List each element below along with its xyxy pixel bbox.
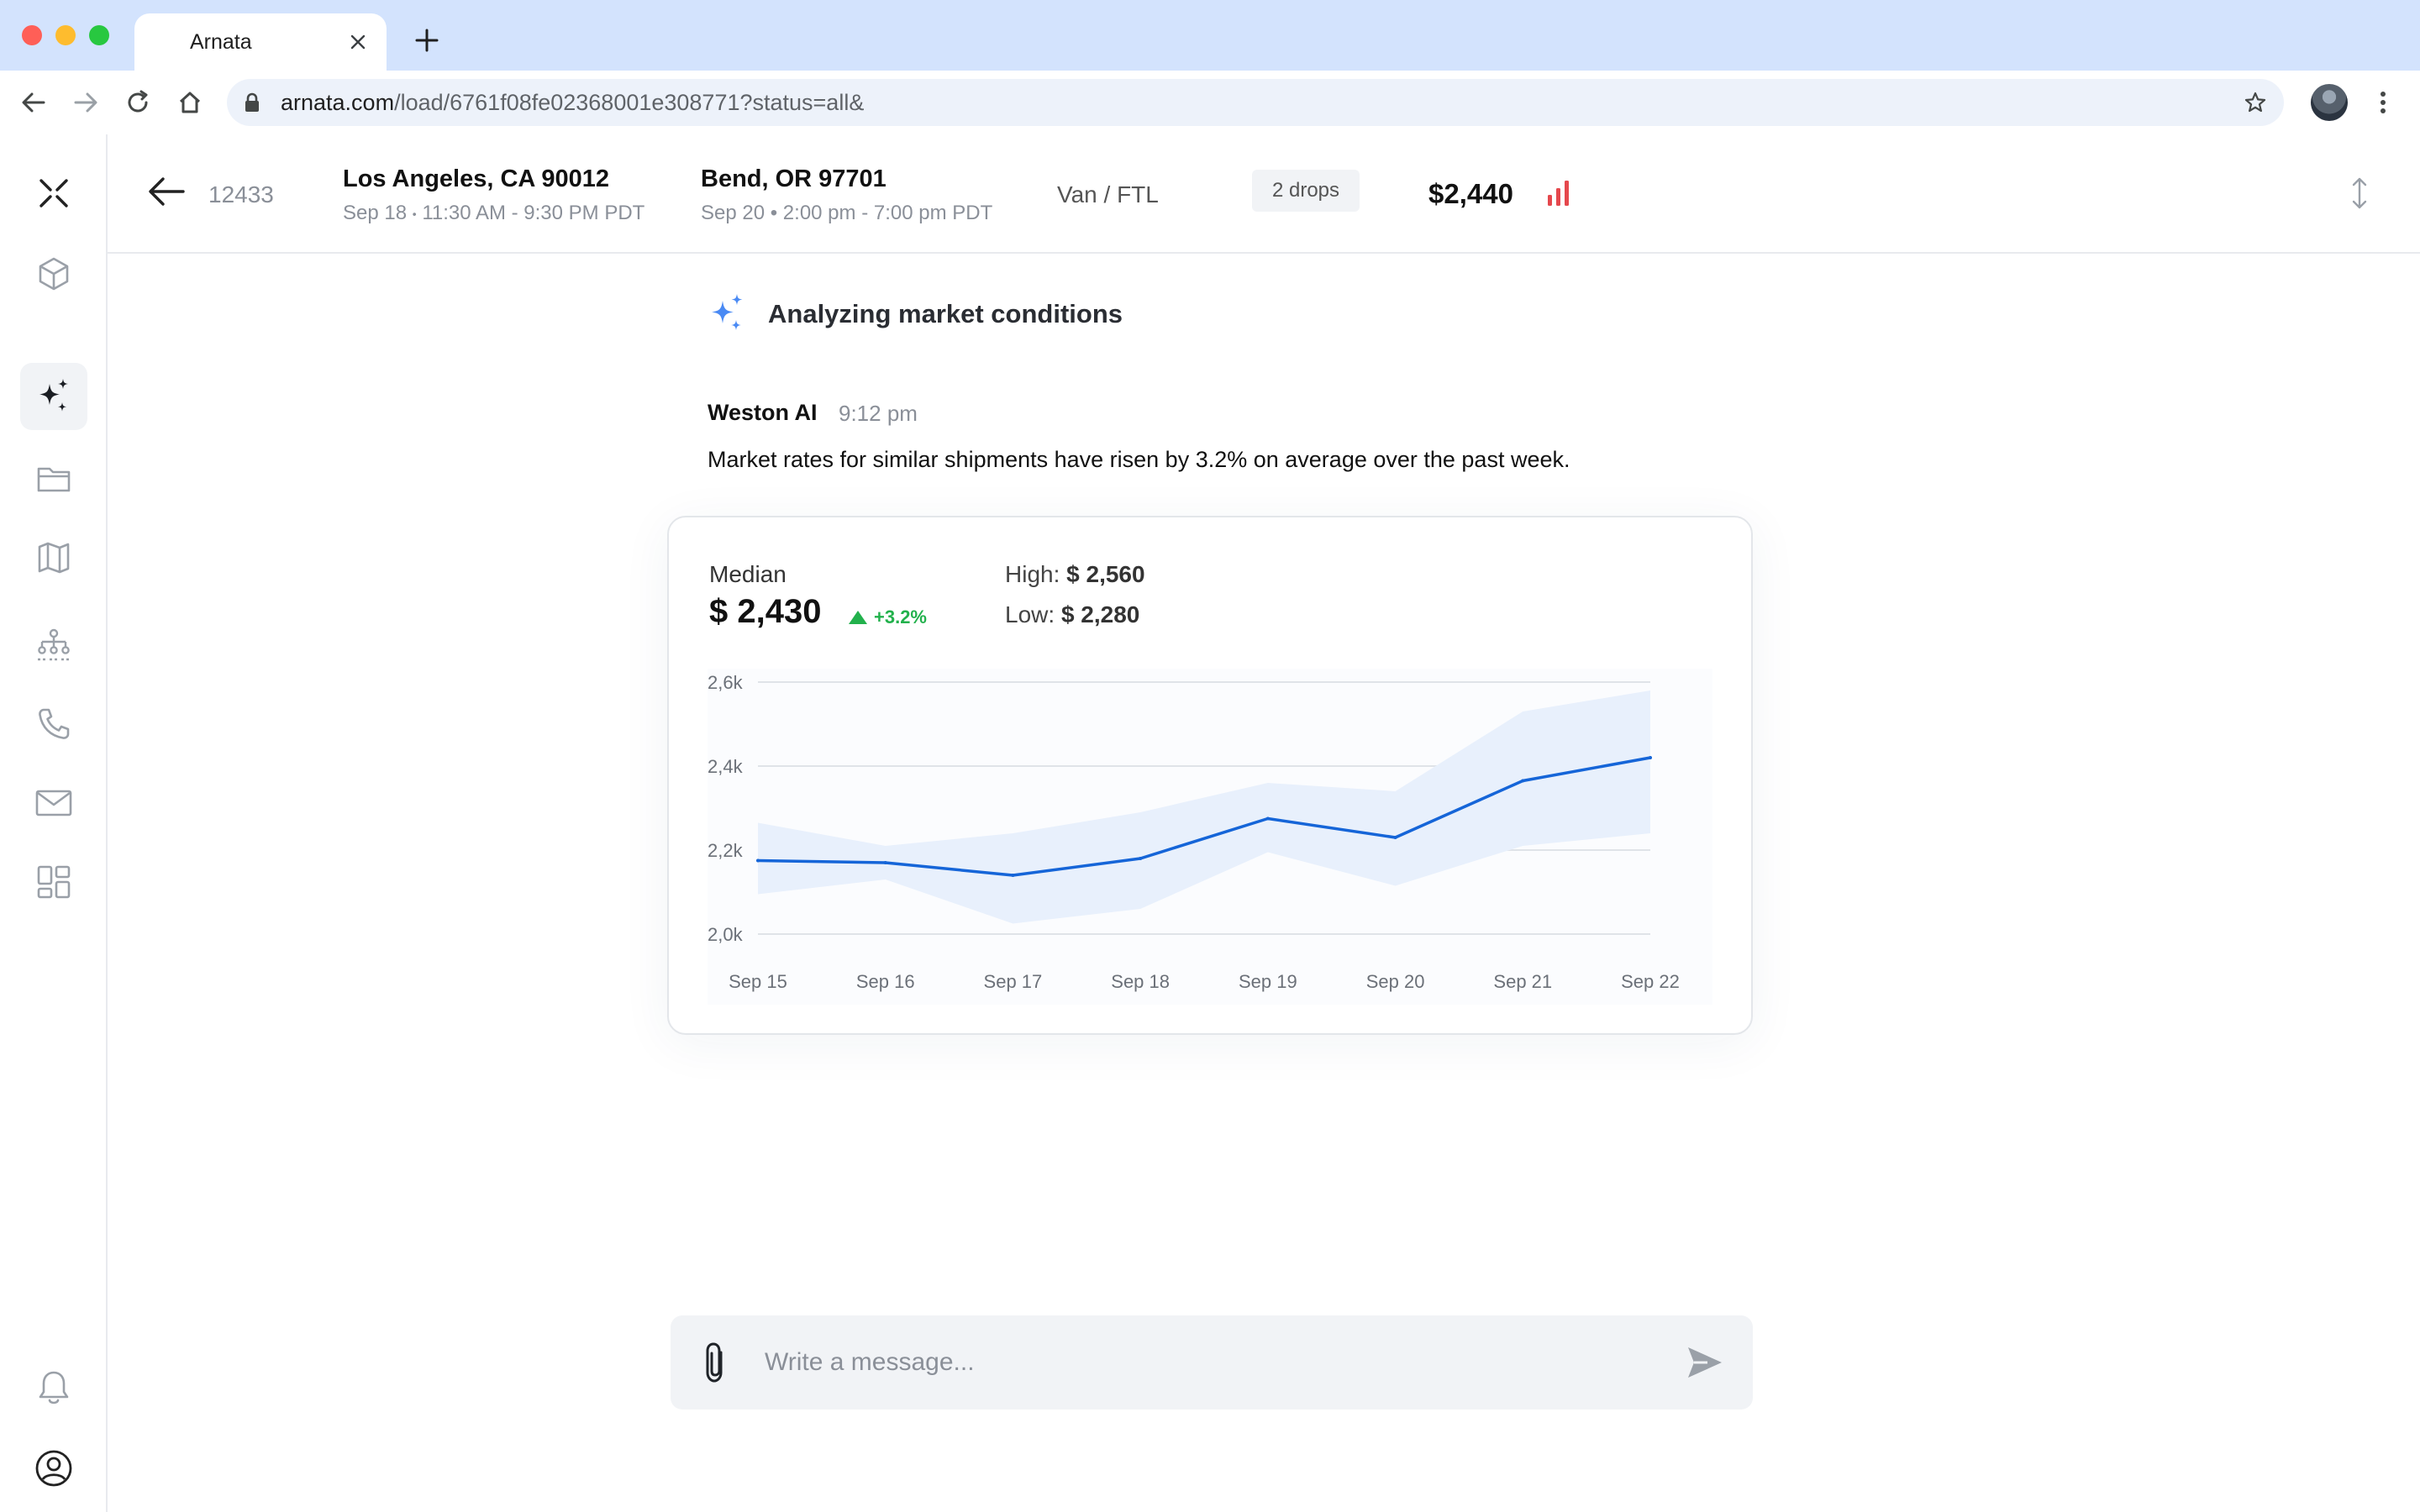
median-rate-point <box>883 861 887 864</box>
message-input[interactable] <box>763 1341 1654 1384</box>
origin-time: Sep 18 • 11:30 AM - 9:30 PM PDT <box>343 202 644 225</box>
load-price: $2,440 <box>1428 178 1513 209</box>
expand-collapse-icon[interactable] <box>2349 176 2370 210</box>
low-value: $ 2,280 <box>1060 601 1140 627</box>
x-tick-label: Sep 15 <box>729 971 787 992</box>
equipment-type: Van / FTL <box>1057 181 1159 207</box>
map-icon[interactable] <box>32 536 76 580</box>
network-icon[interactable] <box>32 623 76 667</box>
origin-date: Sep 18 <box>343 202 408 224</box>
browser-tab[interactable]: Arnata <box>134 13 387 71</box>
load-header: 12433 Los Angeles, CA 90012 Sep 18 • 11:… <box>108 134 2420 254</box>
median-rate-line <box>756 756 1652 877</box>
median-rate-point <box>1649 756 1652 759</box>
separator-dot: • <box>412 207 417 221</box>
message-author: Weston AI <box>708 400 818 425</box>
lock-icon[interactable] <box>244 92 260 113</box>
y-tick-label: 2,2k <box>708 840 744 861</box>
destination-time: Sep 20 • 2:00 pm - 7:00 pm PDT <box>701 202 993 224</box>
high-value: $ 2,560 <box>1066 561 1145 587</box>
back-arrow-icon[interactable] <box>146 175 187 208</box>
median-delta: +3.2% <box>849 606 927 628</box>
url-text: arnata.com/load/6761f08fe02368001e308771… <box>281 90 864 116</box>
median-rate-point <box>1011 874 1015 877</box>
x-tick-label: Sep 16 <box>856 971 915 992</box>
destination-city: Bend, OR 97701 <box>701 165 886 192</box>
x-tick-label: Sep 22 <box>1621 971 1680 992</box>
home-icon[interactable] <box>175 87 205 118</box>
signal-bars-icon[interactable] <box>1546 178 1571 207</box>
package-icon[interactable] <box>32 252 76 296</box>
x-tick-label: Sep 21 <box>1493 971 1552 992</box>
load-id: 12433 <box>208 181 274 207</box>
bell-icon[interactable] <box>32 1366 76 1410</box>
rate-range-band <box>758 690 1650 924</box>
message-time: 9:12 pm <box>839 401 918 426</box>
url-path: /load/6761f08fe02368001e308771?status=al… <box>394 90 865 115</box>
paperclip-icon[interactable] <box>701 1341 729 1384</box>
x-tick-label: Sep 18 <box>1111 971 1170 992</box>
median-value: $ 2,430 <box>709 593 822 630</box>
median-rate-point <box>1521 779 1525 783</box>
origin-window: 11:30 AM - 9:30 PM PDT <box>422 202 645 224</box>
x-tick-label: Sep 19 <box>1239 971 1297 992</box>
url-domain: arnata.com <box>281 90 395 115</box>
drops-badge[interactable]: 2 drops <box>1252 170 1360 212</box>
send-icon[interactable] <box>1686 1344 1724 1381</box>
dashboard-icon[interactable] <box>32 860 76 904</box>
app-sidebar <box>0 134 108 1512</box>
mail-icon[interactable] <box>32 781 76 825</box>
phone-icon[interactable] <box>32 702 76 746</box>
browser-toolbar: arnata.com/load/6761f08fe02368001e308771… <box>0 71 2420 134</box>
address-bar[interactable]: arnata.com/load/6761f08fe02368001e308771… <box>227 79 2284 126</box>
y-tick-label: 2,0k <box>708 924 744 945</box>
browser-back-icon[interactable] <box>18 87 49 118</box>
median-rate-point <box>756 858 760 863</box>
window-maximize-button[interactable] <box>89 25 109 45</box>
median-rate-point <box>1265 816 1270 821</box>
origin-city: Los Angeles, CA 90012 <box>343 165 609 192</box>
tab-title: Arnata <box>190 30 252 54</box>
low-rate: Low: $ 2,280 <box>1005 601 1139 628</box>
tab-close-icon[interactable] <box>348 32 368 52</box>
logo-x-icon[interactable] <box>32 171 76 215</box>
reload-icon[interactable] <box>123 87 153 118</box>
browser-forward-icon[interactable] <box>71 87 101 118</box>
new-tab-icon[interactable] <box>413 27 440 54</box>
market-chart-svg: 2,6k 2,4k 2,2k 2,0k Sep 15 Sep 16 Sep 17 Sep 18… <box>708 669 1712 1005</box>
x-tick-label: Sep 20 <box>1366 971 1425 992</box>
x-tick-label: Sep 17 <box>984 971 1043 992</box>
browser-menu-icon[interactable] <box>2373 87 2393 118</box>
y-tick-label: 2,6k <box>708 672 744 693</box>
market-chart: 2,6k 2,4k 2,2k 2,0k Sep 15 Sep 16 Sep 17 Sep 18… <box>708 669 1712 1005</box>
profile-avatar[interactable] <box>2311 84 2348 121</box>
message-text: Market rates for similar shipments have … <box>708 447 1570 472</box>
browser-tab-bar: Arnata <box>0 0 2420 71</box>
median-label: Median <box>709 561 786 587</box>
high-rate: High: $ 2,560 <box>1005 561 1145 588</box>
trend-up-icon <box>849 611 867 624</box>
market-rate-card: Median $ 2,430 +3.2% High: $ 2,560 Low: … <box>667 516 1753 1035</box>
sparkle-ai-icon[interactable] <box>20 363 87 430</box>
window-close-button[interactable] <box>22 25 42 45</box>
folder-icon[interactable] <box>32 457 76 501</box>
median-rate-point <box>1139 857 1143 860</box>
median-rate-point <box>1393 836 1397 839</box>
user-icon[interactable] <box>32 1446 76 1490</box>
y-tick-label: 2,4k <box>708 756 744 777</box>
window-minimize-button[interactable] <box>55 25 76 45</box>
message-composer <box>671 1315 1753 1410</box>
bookmark-star-icon[interactable] <box>2244 91 2267 114</box>
high-label: High: <box>1005 561 1060 587</box>
status-text: Analyzing market conditions <box>768 299 1123 328</box>
sparkle-icon <box>712 294 743 330</box>
median-delta-value: +3.2% <box>874 606 927 627</box>
low-label: Low: <box>1005 601 1055 627</box>
